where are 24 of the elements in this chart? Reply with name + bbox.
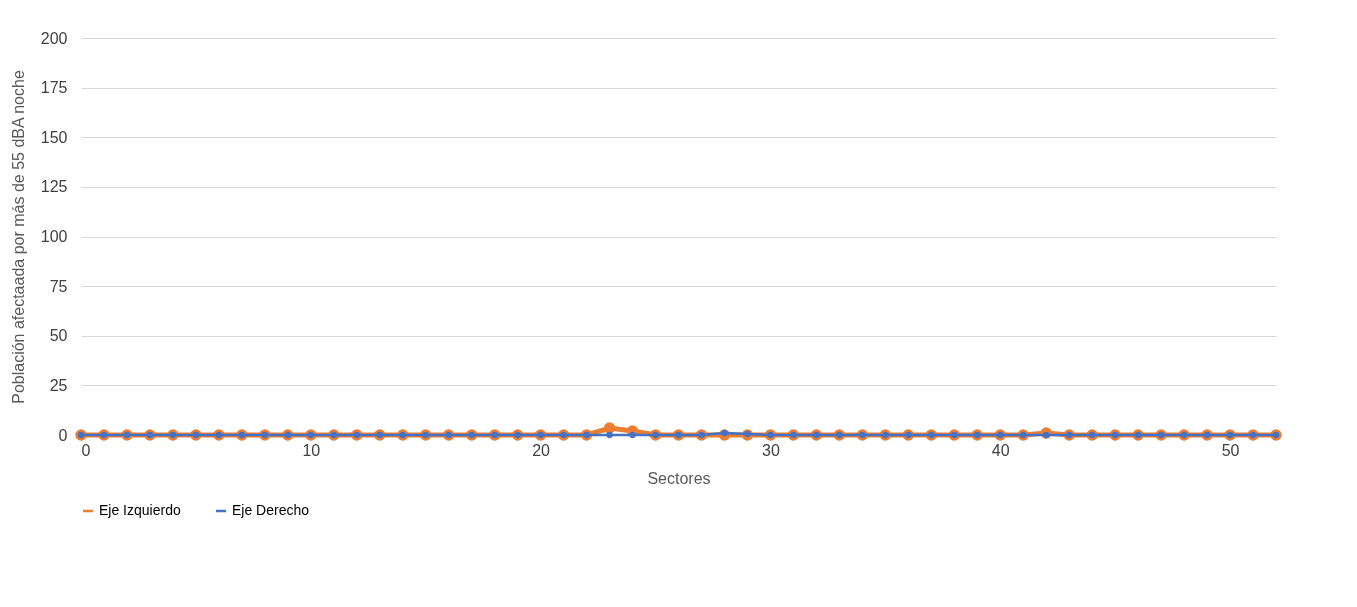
y-tick-label: 150 xyxy=(40,128,68,146)
y-tick-label: 200 xyxy=(40,29,68,47)
point xyxy=(603,422,616,434)
y-tick-label: 0 xyxy=(58,426,68,444)
y-tick-label: 25 xyxy=(49,376,68,394)
y-tick-label: 50 xyxy=(49,327,68,345)
legend-label: Eje Izquierdo xyxy=(99,502,181,518)
point xyxy=(629,431,636,439)
x-tick-label: 10 xyxy=(302,441,321,459)
x-tick-label: 40 xyxy=(991,441,1010,459)
y-tick-label: 75 xyxy=(49,277,68,295)
y-tick-label: 125 xyxy=(40,178,68,196)
y-tick-label: 100 xyxy=(40,228,68,245)
y-tick-label: 175 xyxy=(40,79,68,97)
point xyxy=(721,429,728,437)
legend-label: Eje Derecho xyxy=(232,502,310,518)
x-tick-label: 50 xyxy=(1221,441,1240,459)
x-tick-label: 30 xyxy=(762,441,780,459)
x-axis-title: Sectores xyxy=(647,469,711,487)
y-axis-title: Población afectaada por más de 55 dBA noche xyxy=(9,70,27,404)
x-tick-label: 20 xyxy=(532,441,551,459)
point xyxy=(1043,431,1050,439)
point xyxy=(606,431,613,439)
x-tick-label: 0 xyxy=(81,441,91,459)
